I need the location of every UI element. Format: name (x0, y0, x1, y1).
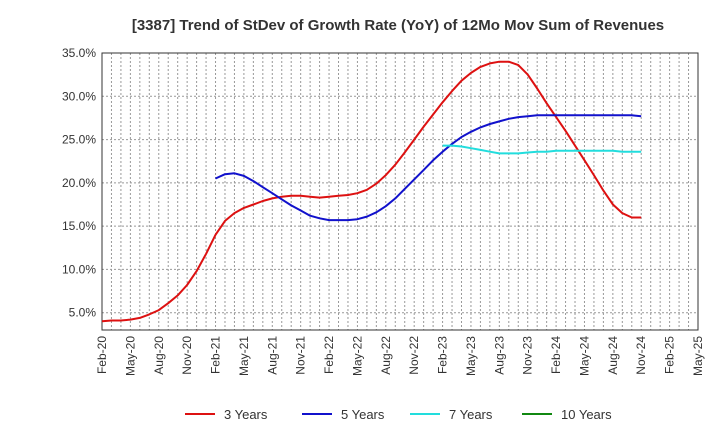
x-tick-label: May-22 (350, 336, 364, 376)
y-tick-label: 20.0% (62, 176, 96, 190)
plot-frame (101, 52, 699, 331)
x-tick-label: May-21 (237, 336, 251, 376)
y-tick-label: 30.0% (62, 89, 96, 103)
x-tick-label: Feb-20 (95, 336, 109, 374)
x-tick-label: May-25 (691, 336, 705, 376)
legend-label: 3 Years (224, 407, 268, 422)
x-tick-label: Feb-22 (322, 336, 336, 374)
x-tick-label: May-24 (577, 336, 591, 376)
x-tick-label: Feb-21 (209, 336, 223, 374)
y-tick-label: 5.0% (69, 306, 97, 320)
x-tick-label: Aug-24 (606, 336, 620, 375)
y-tick-label: 15.0% (62, 219, 96, 233)
x-tick-label: Aug-23 (492, 336, 506, 375)
x-tick-label: May-20 (123, 336, 137, 376)
x-tick-label: Nov-22 (407, 336, 421, 375)
y-axis: 5.0% 10.0% 15.0% 20.0% 25.0% 30.0% 35.0% (62, 46, 96, 320)
x-tick-label: Nov-23 (521, 336, 535, 375)
series-line-3-years (101, 60, 642, 323)
x-tick-label: Aug-22 (379, 336, 393, 375)
y-tick-label: 10.0% (62, 262, 96, 276)
x-tick-label: Feb-24 (549, 336, 563, 374)
chart-title: [3387] Trend of StDev of Growth Rate (Yo… (132, 17, 664, 34)
x-tick-label: Nov-21 (294, 336, 308, 375)
x-axis: Feb-20 May-20 Aug-20 Nov-20 Feb-21 May-21 Aug-… (95, 336, 705, 376)
series-line-5-years (215, 114, 642, 222)
x-tick-label: Feb-23 (436, 336, 450, 374)
x-tick-label: May-23 (464, 336, 478, 376)
y-tick-label: 25.0% (62, 133, 96, 147)
legend-label: 5 Years (341, 407, 385, 422)
legend-label: 10 Years (561, 407, 612, 422)
series-line-7-years (442, 144, 642, 155)
y-tick-label: 35.0% (62, 46, 96, 60)
x-tick-label: Nov-20 (180, 336, 194, 375)
x-tick-label: Nov-24 (634, 336, 648, 375)
x-tick-label: Aug-21 (265, 336, 279, 375)
x-tick-label: Aug-20 (152, 336, 166, 375)
legend-label: 7 Years (449, 407, 493, 422)
x-tick-label: Feb-25 (663, 336, 677, 374)
grid (101, 52, 699, 330)
legend: 3 Years 5 Years 7 Years 10 Years (185, 407, 612, 422)
series-layer (101, 60, 642, 323)
